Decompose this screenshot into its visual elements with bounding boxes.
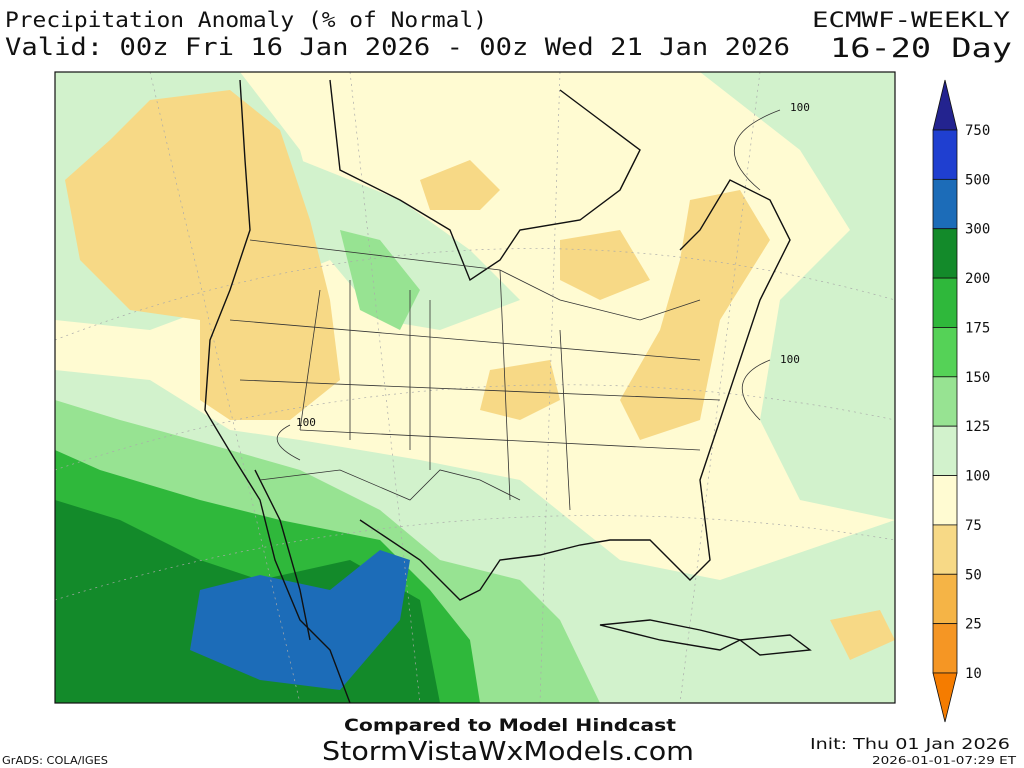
color-legend: 750 500 300 200 175 150 125 100 75 50 25 10: [932, 79, 990, 723]
anomaly-area: [830, 610, 895, 660]
contour-label: 100: [780, 353, 800, 366]
legend-label: 150: [965, 370, 990, 386]
footer-site: StormVistaWxModels.com: [322, 737, 694, 767]
graticule: [55, 72, 895, 703]
legend-swatch: [932, 623, 958, 674]
legend-swatch: [932, 524, 958, 575]
anomaly-area: [420, 160, 500, 210]
anomaly-area: [65, 90, 340, 420]
coastlines: [204, 79, 812, 703]
legend-label: 500: [965, 172, 990, 188]
map-frame: [54, 71, 896, 704]
contour-label: 100: [790, 101, 810, 114]
legend-swatch: [932, 129, 958, 180]
legend-swatch: [932, 475, 958, 526]
footer-grads: GrADS: COLA/IGES: [2, 754, 108, 767]
legend-swatch: [932, 228, 958, 279]
legend-label: 125: [965, 419, 990, 435]
legend-swatch: [932, 277, 958, 328]
title: Precipitation Anomaly (% of Normal): [5, 8, 487, 32]
anomaly-area: [700, 72, 895, 520]
legend-label: 50: [965, 567, 982, 583]
legend-swatch: [932, 178, 958, 230]
legend-arrow-bottom: [932, 672, 958, 723]
anomaly-area: [620, 190, 770, 440]
legend-swatch: [932, 327, 958, 378]
model-name: ECMWF-WEEKLY: [812, 8, 1010, 32]
borders: [229, 239, 721, 511]
anomaly-area: [340, 230, 420, 330]
footer-compared: Compared to Model Hindcast: [344, 716, 676, 736]
contour-label: 100: [296, 416, 316, 429]
legend-label: 75: [965, 518, 982, 534]
legend-label: 750: [965, 123, 990, 139]
legend-label: 100: [965, 469, 990, 485]
legend-label: 25: [965, 617, 982, 633]
footer-timestamp: 2026-01-01-07:29 ET: [872, 754, 1016, 767]
legend-label: 10: [965, 666, 982, 682]
legend-label: 200: [965, 271, 990, 287]
anomaly-area: [480, 360, 560, 420]
contour-100: [276, 109, 781, 461]
valid-time: Valid: 00z Fri 16 Jan 2026 - 00z Wed 21 …: [5, 33, 790, 61]
legend-swatch: [932, 573, 958, 625]
legend-label: 300: [965, 222, 990, 238]
legend-swatch: [932, 376, 958, 427]
anomaly-area: [560, 230, 650, 300]
legend-label: 175: [965, 320, 990, 336]
map: 100 100 100: [54, 71, 896, 704]
period: 16-20 Day: [830, 33, 1012, 64]
footer-init: Init: Thu 01 Jan 2026: [810, 735, 1010, 753]
legend-arrow-top: [932, 79, 958, 131]
legend-swatch: [932, 425, 958, 476]
